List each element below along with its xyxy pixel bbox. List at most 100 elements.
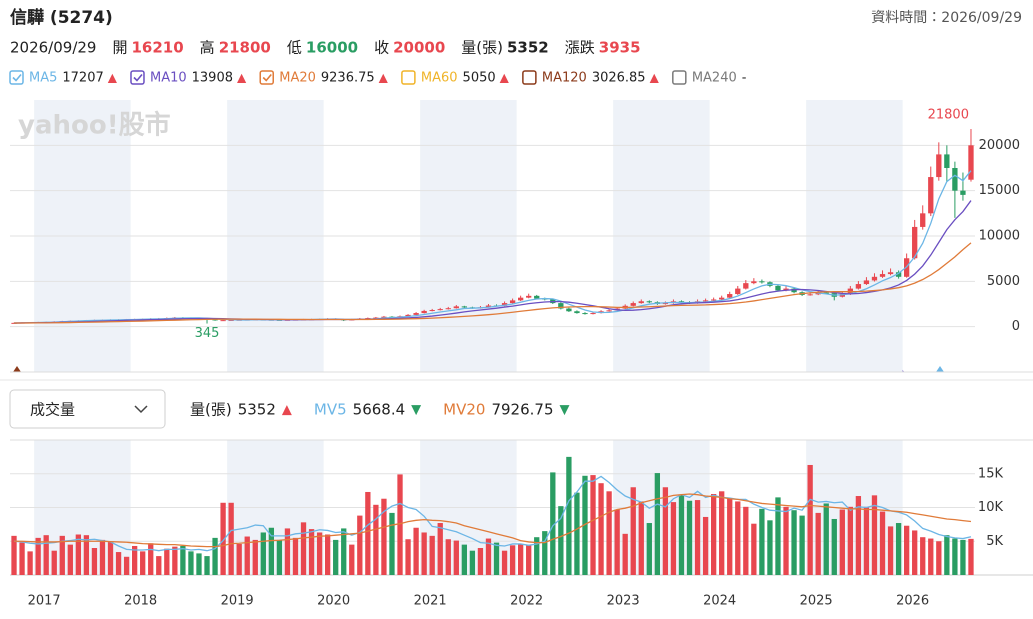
quote-value: 16000 [306,39,358,57]
candle-body [373,317,379,319]
candle-body [517,297,524,301]
x-tick-label: 2019 [221,594,254,609]
legend-value: 5352 [238,401,276,419]
legend-trend: ▲ [500,71,510,85]
legend-trend: ▲ [282,403,292,418]
volume-bar [944,535,950,575]
volume-bar [19,542,25,575]
candle-body [735,288,741,295]
select-box[interactable] [9,389,166,429]
select-text[interactable]: 成交量 [30,401,75,419]
candle-body [662,303,669,305]
candle-body [421,310,427,314]
volume-bar [260,532,266,575]
candle-body [912,226,918,259]
volume-bar [365,491,371,575]
volume-bar [91,548,98,575]
candle-body [743,283,749,289]
volume-bar [115,552,122,575]
x-tick-label: 2026 [896,594,929,609]
candle-body [638,301,644,304]
candle-body [775,285,781,291]
volume-bar [558,506,564,575]
legend-name: MA5 [29,71,57,86]
candle-body [534,295,540,299]
legend-name: MA20 [279,71,316,86]
volume-bar [188,551,194,575]
volume-bar [123,556,130,575]
legend-value: 3026.85 [592,71,646,86]
candle-body [936,154,942,178]
volume-bar [164,548,170,575]
legend-value: 17207 [62,71,103,86]
signal-marker [13,366,21,372]
legend-trend: ▼ [559,403,569,418]
volume-bar [542,531,548,575]
volume-bar [614,509,620,575]
legend-check [12,73,22,82]
volume-bar [871,495,878,575]
legend-value: 5050 [463,71,496,86]
candle-body [485,305,492,308]
y-tick-label: 5000 [987,274,1020,289]
volume-bar [895,523,902,575]
indicator-select[interactable]: 成交量 [9,389,166,429]
legend-checkbox [9,70,24,85]
y-tick-label: 10K [978,500,1004,515]
volume-bar [252,539,258,575]
volume-bar [517,543,524,575]
legend-value: 13908 [192,71,233,86]
candle-body [719,297,725,300]
chevron[interactable] [134,405,148,414]
candle-body [509,300,516,304]
volume-bar [839,509,845,575]
volume-bar [349,544,355,575]
volume-bar [791,510,797,575]
candle-body [566,308,572,312]
volume-bar [357,515,363,575]
stock-title: 信驊 (5274) [10,7,113,28]
volume-bar [694,500,701,575]
volume-bar [300,522,307,575]
volume-bar [324,534,331,575]
volume-bar [292,537,299,575]
volume-bar [405,539,411,575]
volume-bar [743,506,749,575]
volume-bar [196,553,202,575]
volume-bar [75,534,82,575]
candle-body [437,309,443,311]
candle-body [759,281,765,283]
volume-bar [43,535,49,575]
volume-bar [35,537,41,575]
candle-body [405,314,411,317]
volume-bar [719,491,725,575]
quote-label: 開 [112,39,127,57]
volume-bar [99,539,106,575]
volume-bar [316,532,323,575]
x-tick-label: 2018 [124,594,157,609]
candle-body [871,276,878,281]
volume-bar [646,523,652,575]
candle-body [928,177,934,214]
quote-label: 漲跌 [565,39,595,57]
volume-bar [638,501,644,575]
volume-bar [775,497,781,575]
volume-bar [477,548,484,575]
volume-bar [381,498,387,575]
volume-bar [960,539,966,575]
volume-bar [397,474,403,575]
legend-trend: ▲ [237,71,247,85]
volume-bar [582,475,588,575]
candle-body [220,320,226,322]
volume-bar [702,516,709,575]
candle-body [590,313,596,315]
candle-body [751,281,757,284]
data-time: 資料時間：2026/09/29 [871,10,1022,26]
volume-bar [148,543,154,575]
volume-bar [710,494,717,575]
legend-name: MA240 [692,71,737,86]
legend-check [133,73,143,82]
candle-body [461,306,468,308]
volume-bar [493,542,500,575]
